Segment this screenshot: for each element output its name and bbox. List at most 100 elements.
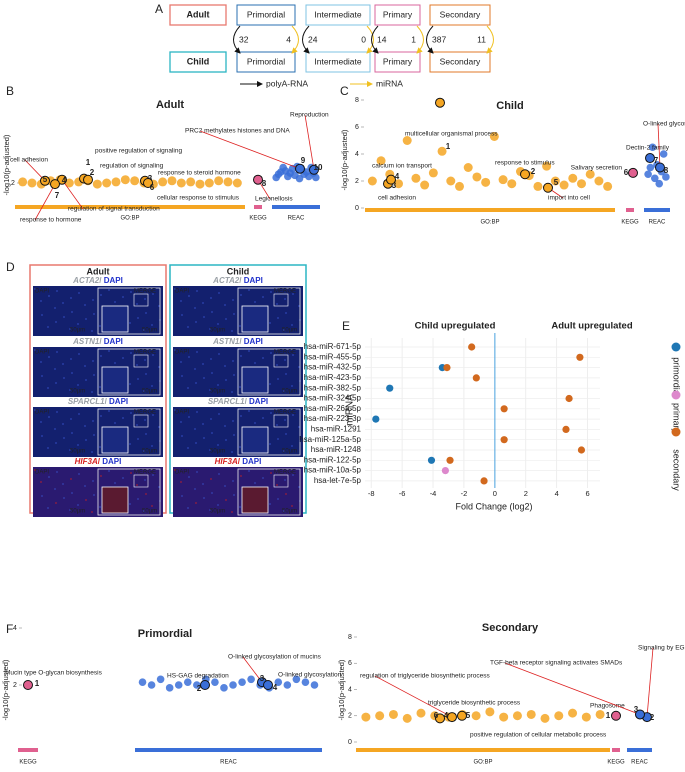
gene-name: SPARCL1 bbox=[68, 397, 105, 406]
texture bbox=[225, 439, 227, 441]
texture bbox=[92, 420, 94, 422]
texture bbox=[210, 297, 212, 299]
annotation-number: 3 bbox=[260, 674, 265, 683]
right-header: Adult upregulated bbox=[551, 321, 632, 332]
texture bbox=[129, 383, 131, 385]
annotation-text: Mucin type O-glycan biosynthesis bbox=[5, 670, 103, 677]
inset-zoom bbox=[241, 305, 269, 333]
scale-label: 50µm bbox=[70, 389, 85, 395]
annotation-number: 1 bbox=[86, 158, 91, 167]
annotation-number: 4 bbox=[273, 683, 278, 692]
annotation-text: Dectin-2 family bbox=[626, 145, 670, 152]
annotation-number: 6 bbox=[150, 183, 155, 192]
texture bbox=[196, 351, 198, 353]
texture bbox=[284, 298, 286, 300]
texture bbox=[70, 297, 72, 299]
annotation-text: positive regulation of cellular metaboli… bbox=[470, 732, 607, 739]
texture bbox=[99, 506, 101, 508]
y-axis-label: miRNA bbox=[345, 394, 356, 426]
mirna-count: 0 bbox=[361, 34, 366, 44]
texture bbox=[91, 451, 93, 453]
plot-title: Secondary bbox=[482, 622, 539, 634]
texture bbox=[298, 366, 300, 368]
annotation-number: 5 bbox=[43, 175, 48, 184]
annotated-dot bbox=[628, 167, 638, 178]
mirna-arrow bbox=[416, 25, 424, 54]
stage-label: Primordial bbox=[247, 9, 285, 19]
texture bbox=[284, 479, 286, 481]
texture bbox=[187, 507, 189, 509]
texture bbox=[63, 497, 65, 499]
inset-frame bbox=[97, 468, 161, 516]
texture bbox=[202, 302, 204, 304]
separator: / bbox=[98, 457, 102, 466]
term-dot bbox=[568, 173, 578, 183]
texture bbox=[194, 428, 196, 430]
texture bbox=[231, 391, 233, 393]
term-dot bbox=[648, 143, 657, 152]
term-dot bbox=[437, 146, 447, 156]
merge-label: MERGE bbox=[134, 289, 156, 295]
pointer bbox=[646, 647, 654, 718]
polya-count: 32 bbox=[239, 34, 249, 44]
texture bbox=[136, 364, 138, 366]
texture bbox=[91, 511, 93, 513]
texture bbox=[145, 493, 147, 495]
annotation-text: triglyceride biosynthetic process bbox=[428, 700, 521, 707]
annotation-number: 9 bbox=[301, 156, 306, 165]
texture bbox=[145, 312, 147, 314]
texture bbox=[262, 357, 264, 359]
texture bbox=[91, 330, 93, 332]
texture bbox=[145, 433, 147, 435]
annotation-number: 8 bbox=[664, 166, 669, 175]
annotation-number: 4 bbox=[444, 711, 449, 720]
gene-name: ASTN1 bbox=[72, 337, 100, 346]
term-dot bbox=[655, 179, 664, 188]
annotation-number: 7 bbox=[55, 191, 60, 200]
texture bbox=[203, 316, 205, 318]
inset-frame bbox=[237, 468, 301, 516]
point bbox=[443, 364, 451, 372]
term-dot bbox=[376, 156, 386, 166]
texture bbox=[291, 385, 293, 387]
annotation-number: 4 bbox=[62, 176, 67, 185]
stain-label: HIF3A/ DAPI bbox=[215, 457, 262, 466]
texture bbox=[180, 421, 182, 423]
scale-label: 50µm bbox=[282, 509, 297, 515]
term-dot bbox=[402, 713, 412, 723]
term-dot bbox=[533, 181, 543, 191]
source-bar bbox=[612, 748, 620, 752]
annotated-dot bbox=[645, 153, 655, 164]
texture bbox=[203, 377, 205, 379]
term-dot bbox=[662, 173, 670, 181]
texture bbox=[225, 379, 227, 381]
annotation-number: 7 bbox=[654, 156, 659, 165]
texture bbox=[99, 325, 101, 327]
y-tick-label: hsa-let-7e-5p bbox=[314, 476, 362, 485]
texture bbox=[298, 426, 300, 428]
annotation-text: Reproduction bbox=[290, 112, 329, 119]
legend-label: primordial bbox=[672, 357, 682, 397]
texture bbox=[217, 504, 219, 506]
texture bbox=[254, 362, 256, 364]
texture bbox=[41, 375, 43, 377]
texture bbox=[78, 292, 80, 294]
texture bbox=[85, 499, 87, 501]
source-bar bbox=[18, 748, 38, 752]
texture bbox=[196, 471, 198, 473]
merge-label: MERGE bbox=[274, 289, 296, 295]
texture bbox=[62, 483, 64, 485]
texture bbox=[108, 289, 110, 291]
annotation-number: 2 bbox=[650, 713, 655, 722]
texture bbox=[151, 505, 153, 507]
texture bbox=[181, 435, 183, 437]
source-label: KEGG bbox=[621, 220, 639, 226]
scale-label: 50µm bbox=[142, 389, 157, 395]
texture bbox=[187, 326, 189, 328]
term-dot bbox=[292, 675, 301, 684]
texture bbox=[99, 386, 101, 388]
texture bbox=[211, 311, 213, 313]
stain-name: DAPI bbox=[244, 276, 263, 285]
annotation-number: 4 bbox=[395, 172, 400, 181]
source-label: KEGG bbox=[249, 216, 267, 222]
